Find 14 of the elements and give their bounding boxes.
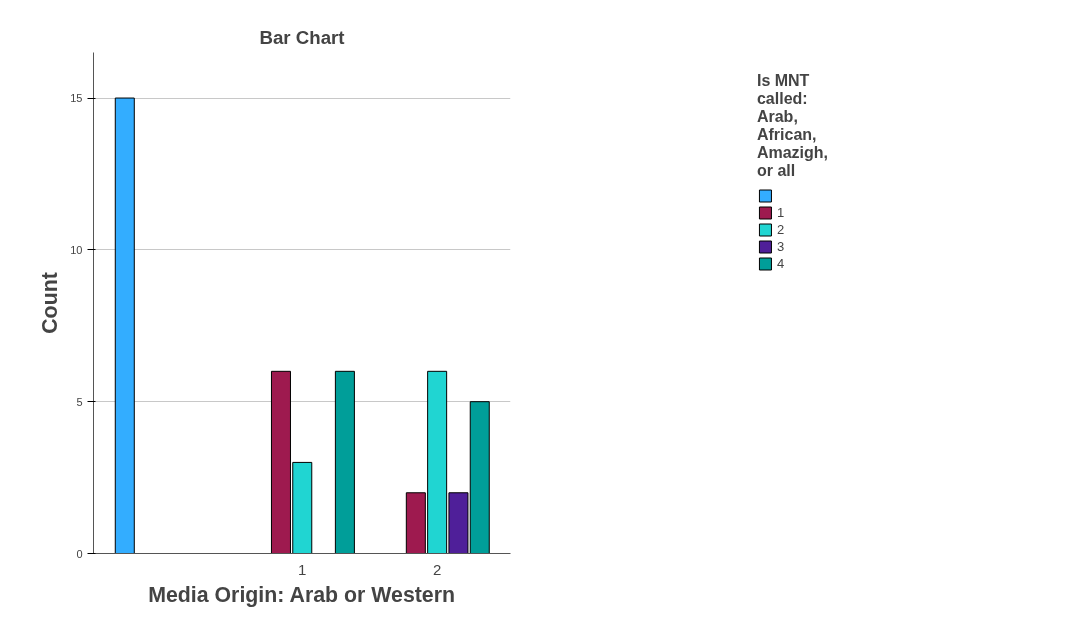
bar bbox=[114, 97, 135, 554]
chart-title: Bar Chart bbox=[259, 26, 345, 48]
legend-label: 3 bbox=[776, 239, 786, 254]
y-tick-label: 0 bbox=[76, 547, 83, 560]
bar bbox=[334, 370, 355, 554]
legend-title: Is MNT called: Arab, African, Amazigh, or all bbox=[756, 72, 829, 180]
x-axis-title: Media Origin: Arab or Western bbox=[148, 582, 456, 607]
legend-label: 2 bbox=[776, 222, 786, 237]
y-axis-title: Count bbox=[38, 272, 63, 334]
y-tick-label: 5 bbox=[76, 395, 83, 408]
y-tick-label: 15 bbox=[70, 92, 83, 105]
y-tick-label: 10 bbox=[70, 243, 83, 256]
legend-label: 4 bbox=[776, 256, 786, 271]
legend-label: 1 bbox=[776, 205, 786, 220]
